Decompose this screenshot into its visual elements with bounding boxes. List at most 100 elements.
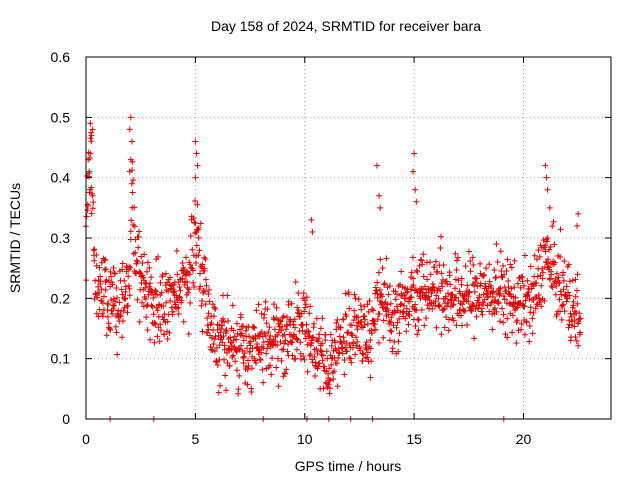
data-point [293, 346, 300, 353]
data-point [284, 322, 291, 329]
data-point [156, 338, 163, 345]
data-point [377, 256, 384, 263]
data-point [542, 242, 549, 249]
data-point [327, 331, 334, 338]
data-point [320, 385, 327, 392]
data-point [405, 321, 412, 328]
x-tick-label: 5 [191, 431, 199, 447]
data-point [386, 337, 393, 344]
data-point [574, 287, 581, 294]
data-point [449, 291, 456, 298]
data-point [158, 289, 165, 296]
y-tick-label: 0 [62, 411, 70, 427]
data-point [393, 324, 400, 331]
data-point [480, 301, 487, 308]
data-point [384, 301, 391, 308]
chart-title: Day 158 of 2024, SRMTID for receiver bar… [211, 18, 481, 34]
data-point [152, 287, 159, 294]
data-point [126, 292, 133, 299]
data-point [332, 339, 339, 346]
data-point [363, 346, 370, 353]
data-point [349, 332, 356, 339]
data-point [440, 261, 447, 268]
data-point [473, 313, 480, 320]
data-point [286, 318, 293, 325]
data-point [219, 339, 226, 346]
data-point [563, 283, 570, 290]
data-point [520, 282, 527, 289]
x-tick-label: 10 [297, 431, 313, 447]
x-axis-label: GPS time / hours [295, 458, 402, 474]
data-point [147, 336, 154, 343]
data-point [375, 269, 382, 276]
data-point [98, 286, 105, 293]
data-point [183, 268, 190, 275]
data-point [277, 317, 284, 324]
data-point [449, 302, 456, 309]
data-point [169, 308, 176, 315]
data-point [279, 323, 286, 330]
data-point [336, 333, 343, 340]
data-point [274, 355, 281, 362]
data-point [574, 300, 581, 307]
data-point [566, 292, 573, 299]
data-point [372, 326, 379, 333]
data-point [187, 233, 194, 240]
data-point [432, 258, 439, 265]
data-point [573, 338, 580, 345]
data-point [549, 223, 556, 230]
data-point [421, 322, 428, 329]
data-point [566, 278, 573, 285]
data-point [471, 288, 478, 295]
data-point [561, 258, 568, 265]
data-point [205, 310, 212, 317]
data-point [258, 349, 265, 356]
data-point [433, 292, 440, 299]
data-point [241, 353, 248, 360]
data-point [304, 328, 311, 335]
data-point [565, 261, 572, 268]
data-point [238, 342, 245, 349]
data-point [488, 299, 495, 306]
data-point [232, 358, 239, 365]
data-point [270, 301, 277, 308]
data-point [101, 266, 108, 273]
data-point [144, 301, 151, 308]
data-point [196, 247, 203, 254]
data-point [489, 326, 496, 333]
data-point [505, 290, 512, 297]
data-point [253, 307, 260, 314]
data-point [427, 300, 434, 307]
data-point [204, 315, 211, 322]
data-point [439, 283, 446, 290]
data-point [134, 258, 141, 265]
data-point [290, 331, 297, 338]
data-point [199, 328, 206, 335]
data-point [557, 253, 564, 260]
data-point [577, 315, 584, 322]
data-point [476, 301, 483, 308]
data-point [541, 297, 548, 304]
data-point [164, 335, 171, 342]
data-point [138, 299, 145, 306]
data-point [282, 337, 289, 344]
data-point [195, 234, 202, 241]
data-point [543, 174, 550, 181]
data-point [131, 204, 138, 211]
data-point [275, 383, 282, 390]
data-point [87, 129, 94, 136]
data-point [504, 334, 511, 341]
data-point [105, 301, 112, 308]
data-point [192, 197, 199, 204]
data-point [416, 262, 423, 269]
data-point [398, 268, 405, 275]
data-point [211, 336, 218, 343]
data-point [157, 321, 164, 328]
data-point [392, 296, 399, 303]
data-point [431, 264, 438, 271]
data-point [141, 251, 148, 258]
data-point [466, 289, 473, 296]
data-point [504, 256, 511, 263]
data-point [116, 299, 123, 306]
y-tick-label: 0.1 [51, 351, 71, 367]
